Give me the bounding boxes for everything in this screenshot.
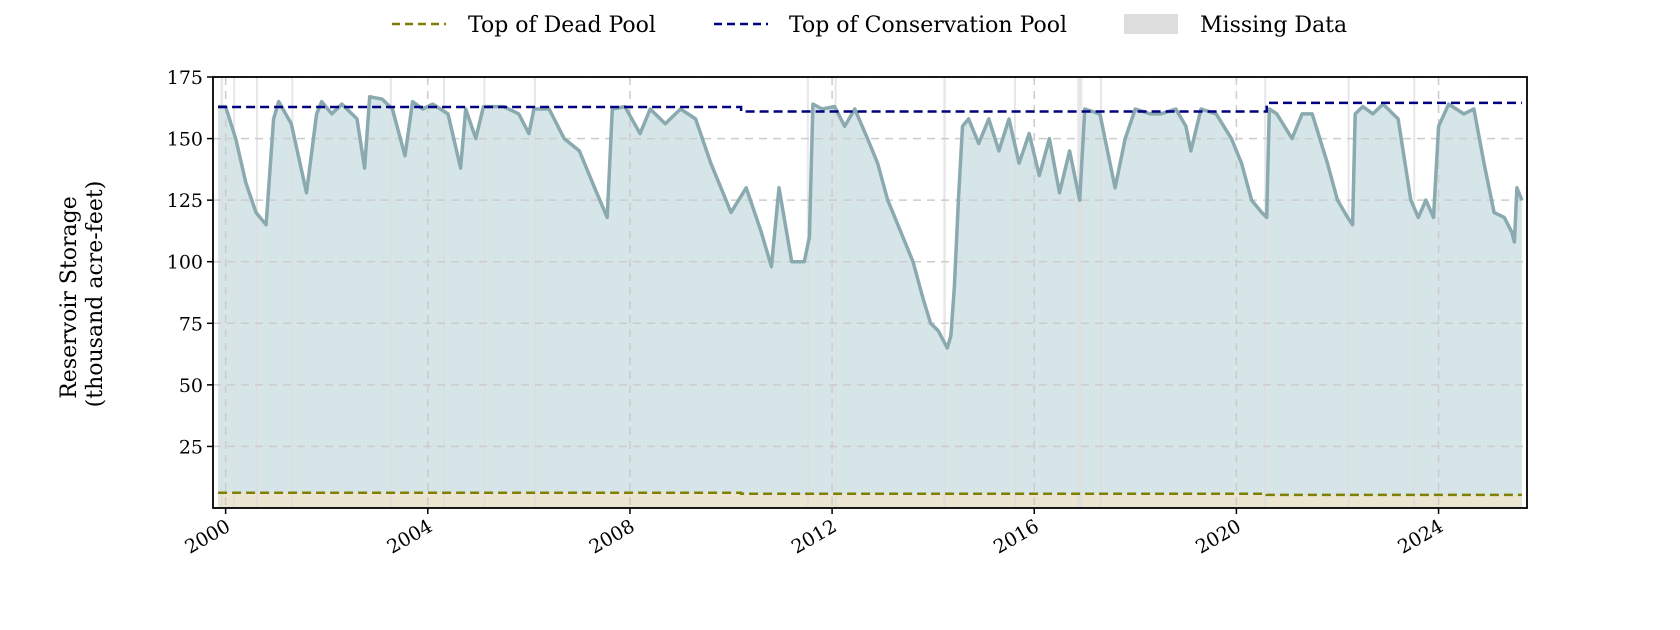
legend-item-conservation-pool: Top of Conservation Pool <box>714 13 1067 38</box>
y-axis-title-line-2: (thousand acre-feet) <box>83 181 108 408</box>
missing-data-band <box>1347 77 1350 508</box>
y-tick-label: 125 <box>167 190 203 212</box>
missing-data-band <box>1014 77 1017 508</box>
legend-swatch-missing-data <box>1124 14 1178 34</box>
dead-pool-line <box>218 491 1522 497</box>
missing-data-band <box>389 77 392 508</box>
legend-label-conservation-pool: Top of Conservation Pool <box>789 13 1067 38</box>
missing-data-band <box>1413 77 1416 508</box>
missing-data-band <box>483 77 486 508</box>
plot-frame <box>212 76 1528 509</box>
missing-data-band <box>943 77 946 508</box>
y-tick-label: 100 <box>167 252 203 274</box>
legend-label-dead-pool: Top of Dead Pool <box>468 13 656 38</box>
y-tick-label: 25 <box>179 436 203 458</box>
x-tick-label: 2016 <box>990 515 1043 558</box>
y-tick-label: 175 <box>167 67 203 89</box>
missing-data-band <box>255 77 258 508</box>
legend-item-dead-pool: Top of Dead Pool <box>392 13 656 38</box>
x-tick-label: 2024 <box>1394 515 1447 558</box>
missing-data-band <box>1077 77 1083 508</box>
y-tick-label: 75 <box>179 313 203 335</box>
x-tick-label: 2004 <box>383 515 436 558</box>
dead-pool-fill <box>218 492 1522 508</box>
legend-item-missing-data: Missing Data <box>1124 13 1347 38</box>
x-tick-label: 2020 <box>1192 515 1245 558</box>
missing-data-band <box>533 77 536 508</box>
plot-area <box>213 77 1527 508</box>
conservation-pool-line <box>218 101 1522 113</box>
plot-content <box>213 77 1527 508</box>
missing-data-band <box>442 77 445 508</box>
x-tick-label: 2012 <box>788 515 841 558</box>
missing-data-band <box>1264 77 1267 508</box>
missing-data-band <box>834 77 837 508</box>
missing-data-band <box>233 77 236 508</box>
y-tick-label: 50 <box>179 375 203 397</box>
legend: Top of Dead Pool Top of Conservation Poo… <box>392 13 1347 38</box>
y-axis-title-line-1: Reservoir Storage <box>57 196 82 399</box>
legend-label-missing-data: Missing Data <box>1200 13 1347 38</box>
missing-data-band <box>291 77 294 508</box>
missing-data-band <box>806 77 809 508</box>
y-tick-label: 150 <box>167 129 203 151</box>
missing-data-band <box>1099 77 1102 508</box>
missing-data-band <box>220 77 224 508</box>
x-tick-label: 2008 <box>586 515 639 558</box>
storage-line <box>218 94 1524 350</box>
y-axis-title: Reservoir Storage (thousand acre-feet) <box>57 181 108 408</box>
x-tick-label: 2000 <box>181 515 234 558</box>
